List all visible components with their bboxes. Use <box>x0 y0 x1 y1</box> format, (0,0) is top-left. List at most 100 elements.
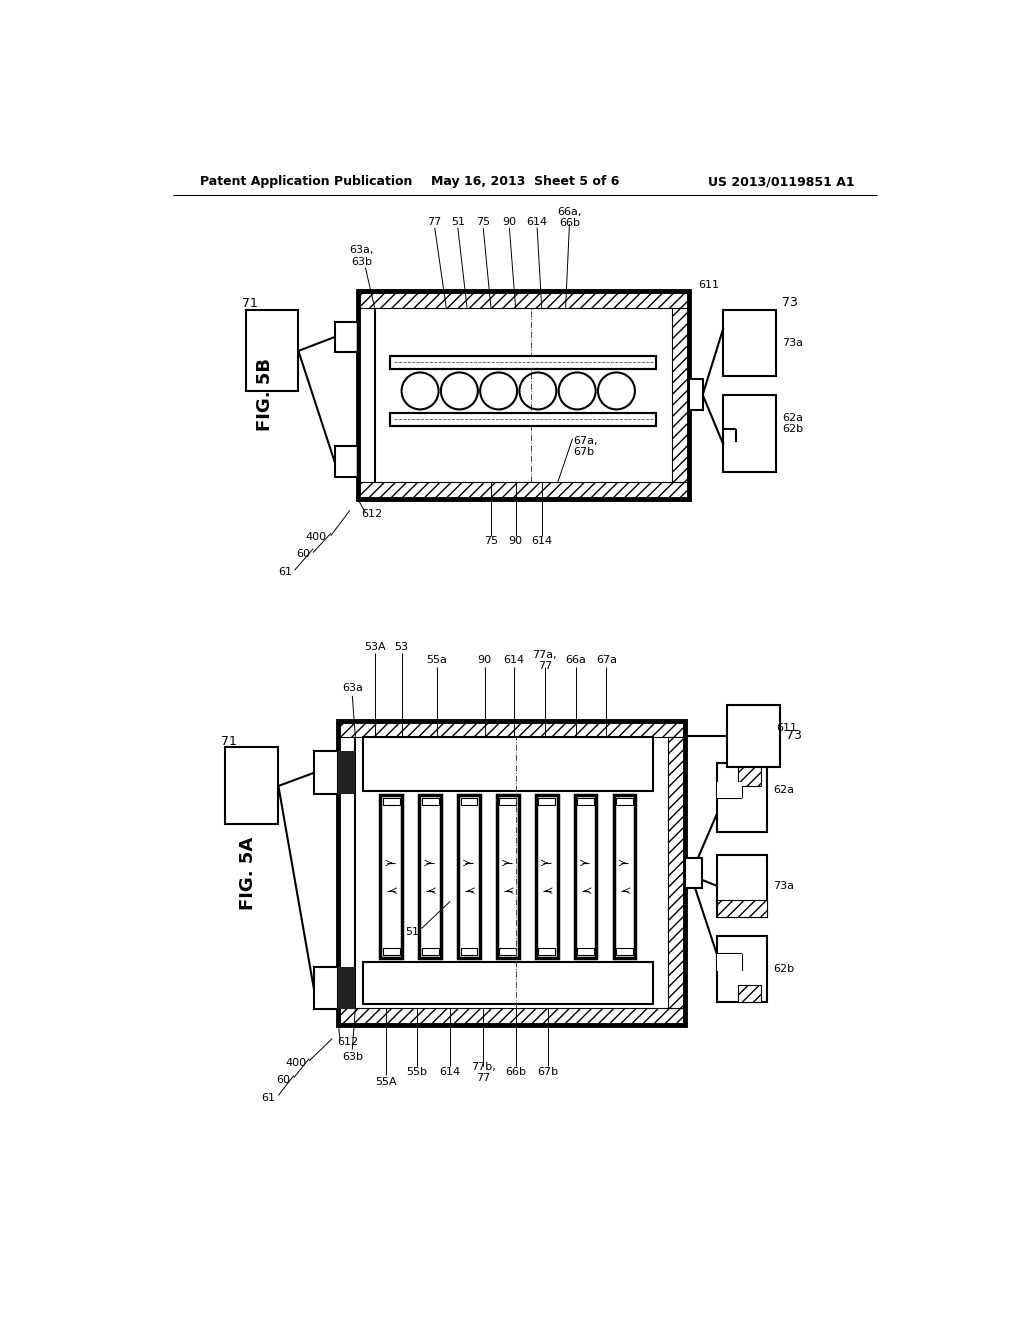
Bar <box>390 413 656 426</box>
Text: 77a,
77: 77a, 77 <box>532 649 557 672</box>
Text: Patent Application Publication: Patent Application Publication <box>200 176 413 187</box>
Bar <box>419 795 441 958</box>
Bar <box>724 310 776 376</box>
Bar <box>461 948 477 956</box>
Bar <box>383 797 399 805</box>
Text: 612: 612 <box>337 1036 358 1047</box>
Bar <box>339 966 355 1010</box>
Text: 53: 53 <box>394 642 409 652</box>
Text: 51: 51 <box>406 927 419 937</box>
Bar <box>364 738 652 792</box>
Bar <box>738 985 761 1002</box>
Bar <box>246 310 298 391</box>
Text: 61: 61 <box>279 566 292 577</box>
Bar <box>339 1007 685 1024</box>
Bar <box>685 858 701 888</box>
Text: 73a: 73a <box>773 880 795 891</box>
Text: 611: 611 <box>776 723 797 733</box>
Text: 75: 75 <box>476 216 490 227</box>
Bar <box>357 290 689 499</box>
Bar <box>390 413 656 426</box>
Bar <box>727 705 779 767</box>
Bar <box>536 795 557 958</box>
Text: 61: 61 <box>261 1093 275 1102</box>
Text: 63b: 63b <box>342 1052 362 1063</box>
Bar <box>724 395 776 471</box>
Bar <box>390 355 656 370</box>
Bar <box>616 948 633 956</box>
Bar <box>357 290 689 308</box>
Bar <box>339 721 685 738</box>
Bar <box>539 948 555 956</box>
Bar <box>335 446 357 478</box>
Text: 67a,
67b: 67a, 67b <box>573 436 598 457</box>
Text: 73: 73 <box>785 730 802 742</box>
Text: 614: 614 <box>439 1068 461 1077</box>
Text: 75: 75 <box>484 536 498 546</box>
Bar <box>383 948 399 956</box>
Text: 611: 611 <box>698 280 719 289</box>
Bar <box>613 795 635 958</box>
Bar <box>689 379 702 411</box>
Text: 90: 90 <box>478 656 492 665</box>
Bar <box>500 797 516 805</box>
Bar <box>717 900 767 917</box>
Bar <box>539 797 555 805</box>
Text: 55A: 55A <box>376 1077 397 1086</box>
Bar <box>422 797 438 805</box>
Text: 62a: 62a <box>773 785 795 795</box>
Bar <box>672 308 689 482</box>
Bar <box>500 948 516 956</box>
Text: 55b: 55b <box>407 1068 427 1077</box>
Text: US 2013/0119851 A1: US 2013/0119851 A1 <box>708 176 854 187</box>
Text: 614: 614 <box>531 536 552 546</box>
Bar <box>461 797 477 805</box>
Bar <box>717 763 767 832</box>
Bar <box>574 795 596 958</box>
Bar <box>390 355 656 370</box>
Text: 400: 400 <box>306 532 327 543</box>
Bar <box>578 948 594 956</box>
Text: 71: 71 <box>243 297 258 310</box>
Text: 51: 51 <box>451 216 465 227</box>
Text: 77: 77 <box>428 216 441 227</box>
Bar <box>364 961 652 1003</box>
Bar <box>390 355 656 370</box>
Text: 612: 612 <box>361 510 383 519</box>
Bar <box>717 781 742 797</box>
Text: 62a: 62a <box>782 413 803 422</box>
Text: 67b: 67b <box>538 1068 558 1077</box>
Text: 90: 90 <box>503 216 516 227</box>
Text: 71: 71 <box>220 735 237 748</box>
Bar <box>335 322 357 352</box>
Bar <box>497 795 518 958</box>
Text: 400: 400 <box>285 1059 306 1068</box>
Text: 67a: 67a <box>596 656 616 665</box>
Bar <box>357 482 689 499</box>
Bar <box>717 954 742 970</box>
Bar <box>381 795 402 958</box>
Text: 60: 60 <box>296 549 310 560</box>
Bar <box>339 721 685 1024</box>
Text: 55a: 55a <box>427 656 447 665</box>
Bar <box>616 797 633 805</box>
Text: 63a,
63b: 63a, 63b <box>349 246 374 267</box>
Text: 73: 73 <box>782 296 798 309</box>
Text: 614: 614 <box>504 656 524 665</box>
Bar <box>717 855 767 917</box>
Bar <box>738 767 761 785</box>
Bar <box>578 797 594 805</box>
Bar <box>422 948 438 956</box>
Text: 53A: 53A <box>365 642 386 652</box>
Text: 614: 614 <box>526 216 548 227</box>
Bar <box>458 795 480 958</box>
Text: 66a: 66a <box>565 656 586 665</box>
Text: 66b: 66b <box>505 1068 526 1077</box>
Text: 60: 60 <box>276 1074 291 1085</box>
Bar <box>668 738 685 1007</box>
Bar <box>224 747 279 825</box>
Bar <box>313 751 339 793</box>
Text: 62b: 62b <box>782 425 803 434</box>
Text: 90: 90 <box>509 536 522 546</box>
Text: 62b: 62b <box>773 964 795 974</box>
